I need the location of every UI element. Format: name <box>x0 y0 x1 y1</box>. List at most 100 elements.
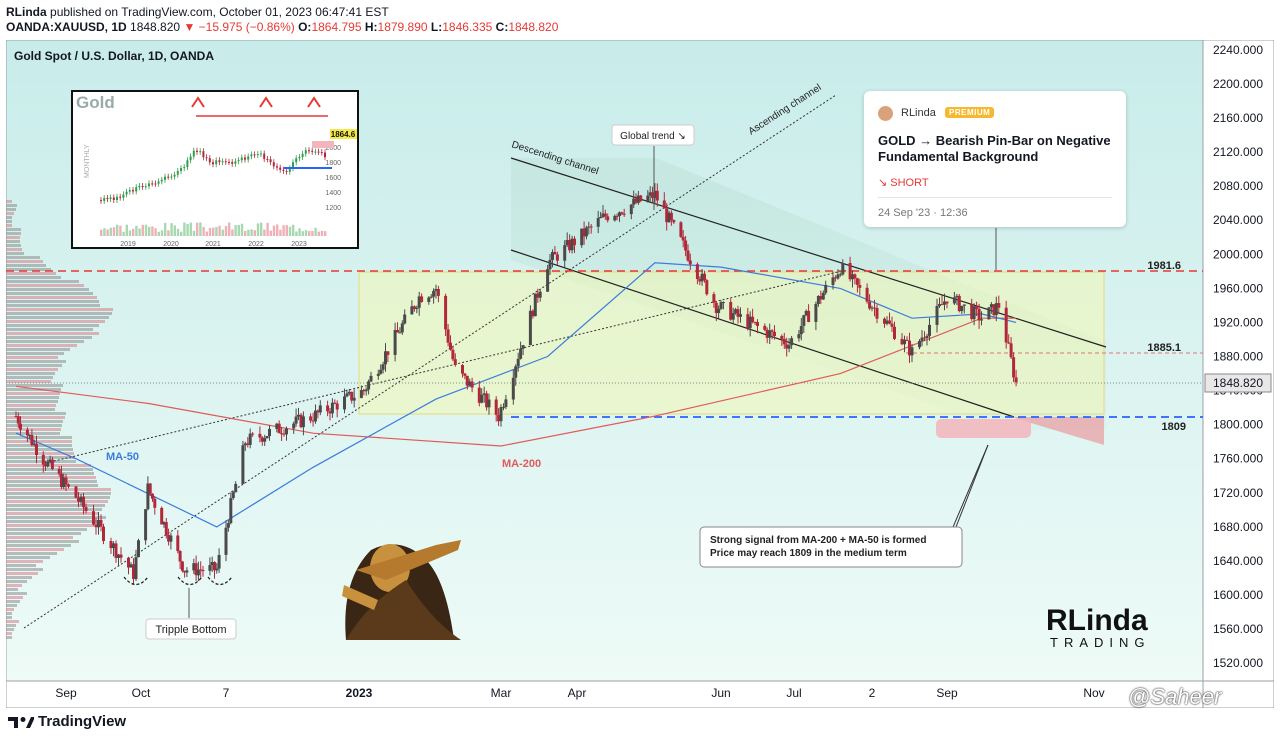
candle-body <box>367 381 371 390</box>
price-tick-label: 1520.000 <box>1213 656 1263 670</box>
volume-profile-bar <box>6 624 16 627</box>
volume-profile-bar <box>6 540 79 543</box>
candle-body <box>436 289 440 296</box>
candle-body <box>573 238 576 246</box>
candle-body <box>463 373 467 376</box>
price-tick-label: 1560.000 <box>1213 622 1263 636</box>
candle-body <box>960 305 964 312</box>
candle-body <box>782 338 786 345</box>
candle-body <box>369 375 373 382</box>
volume-profile-bar <box>6 520 100 523</box>
volume-profile-bar <box>6 340 84 343</box>
candle-body <box>700 273 704 282</box>
chart-area[interactable]: 1520.000 1560.000 1600.000 1640.000 1680.000… <box>5 39 1275 709</box>
inset-candle-body <box>292 162 294 169</box>
volume-profile-bar <box>6 228 21 231</box>
candle-body <box>260 437 264 442</box>
inset-candle-body <box>253 154 256 156</box>
candle-body <box>494 399 498 415</box>
candle-body <box>739 314 742 317</box>
candle-body <box>994 303 998 316</box>
inset-volume-bar <box>295 231 298 236</box>
descending-channel-lower <box>510 249 1015 418</box>
inset-candle-body <box>167 176 170 178</box>
candle-body <box>97 519 100 528</box>
candle-body <box>393 330 397 355</box>
volume-profile-bar <box>6 620 19 623</box>
inset-volume-bar <box>106 229 109 236</box>
candle-body <box>836 274 840 279</box>
inset-candle-body <box>141 186 144 187</box>
candle-body <box>64 477 68 485</box>
candle-body <box>137 540 140 558</box>
inset-candle-body <box>173 174 176 177</box>
candle-body <box>957 295 961 312</box>
candle-body <box>25 429 29 436</box>
range-box <box>358 271 1105 415</box>
inset-candle-body <box>317 151 320 153</box>
volume-profile-bar <box>6 260 43 263</box>
price-tick-label: 2080.000 <box>1213 179 1263 193</box>
price-tick-label: 1680.000 <box>1213 520 1263 534</box>
volume-profile-bar <box>6 508 102 511</box>
idea-direction: ↘ SHORT <box>878 176 929 189</box>
volume-profile-bar <box>6 456 75 459</box>
inset-volume-bar <box>250 229 253 236</box>
candle-body <box>196 569 200 576</box>
candle-body <box>765 329 769 338</box>
label-1885: 1885.1 <box>1147 342 1181 354</box>
candle-body <box>804 310 808 316</box>
tripple-bottom-label: Tripple Bottom <box>155 624 226 636</box>
idea-card[interactable]: RLinda PREMIUM GOLD → Bearish Pin-Bar on… <box>864 91 1126 227</box>
candle-body <box>955 295 959 298</box>
inset-volume-bar <box>212 227 215 236</box>
premium-badge: PREMIUM <box>945 107 995 118</box>
idea-date: 24 Sep '23 · 12:36 <box>878 207 968 219</box>
candle-body <box>410 306 414 315</box>
footer-brand[interactable]: TradingView <box>8 713 126 730</box>
inset-volume-bar <box>218 225 221 236</box>
candle-body <box>565 240 569 246</box>
inset-volume-bar <box>228 222 231 236</box>
candle-body <box>528 310 532 346</box>
volume-profile-bar <box>6 528 87 531</box>
candle-body <box>531 310 535 317</box>
candle-body <box>770 330 774 332</box>
candle-body <box>797 334 801 339</box>
price-tick-label: 2120.000 <box>1213 145 1263 159</box>
candle-body <box>318 405 322 413</box>
global-trend-box <box>611 124 695 146</box>
inset-volume-bar <box>112 227 116 236</box>
inset-candle-body <box>132 190 134 192</box>
candle-body <box>923 337 926 339</box>
candle-body <box>653 190 657 198</box>
chart-title: Gold Spot / U.S. Dollar, 1D, OANDA <box>14 49 214 63</box>
inset-candle-body <box>151 183 154 185</box>
candle-body <box>883 318 886 324</box>
tripple-bottom-box <box>145 618 237 640</box>
volume-profile-bar <box>6 480 97 483</box>
candle-body <box>446 329 450 343</box>
candle-body <box>753 321 757 323</box>
candle-body <box>665 208 669 223</box>
volume-profile-bar <box>6 332 99 335</box>
idea-title[interactable]: GOLD → Bearish Pin-Bar on Negative Funda… <box>878 133 1111 164</box>
volume-profile-bar <box>6 428 61 431</box>
volume-profile-bar <box>6 348 70 351</box>
candle-body <box>763 325 767 330</box>
candle-body <box>651 192 654 198</box>
candle-body <box>248 433 252 445</box>
candle-body <box>35 443 38 455</box>
candle-body <box>819 296 823 300</box>
volume-profile-bar <box>6 360 66 363</box>
candle-body <box>548 259 552 270</box>
volume-profile-bar <box>6 388 61 391</box>
inset-volume-bar <box>234 225 237 236</box>
inset-candle-body <box>228 161 230 163</box>
candle-body <box>814 304 818 322</box>
inset-candle-body <box>212 162 214 165</box>
volume-profile-bar <box>6 500 108 503</box>
inset-candle-body <box>263 153 266 159</box>
volume-profile-bar <box>6 536 73 539</box>
candle-body <box>258 433 262 438</box>
